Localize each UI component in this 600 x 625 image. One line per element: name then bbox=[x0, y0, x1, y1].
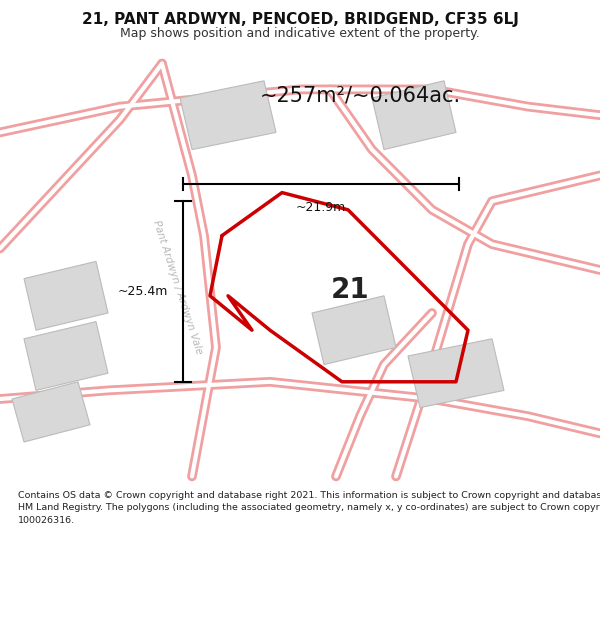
Text: Map shows position and indicative extent of the property.: Map shows position and indicative extent… bbox=[120, 27, 480, 39]
Text: 21, PANT ARDWYN, PENCOED, BRIDGEND, CF35 6LJ: 21, PANT ARDWYN, PENCOED, BRIDGEND, CF35… bbox=[82, 12, 518, 27]
Text: Contains OS data © Crown copyright and database right 2021. This information is : Contains OS data © Crown copyright and d… bbox=[18, 491, 600, 524]
Polygon shape bbox=[372, 81, 456, 149]
Text: Pant Ardwyn / Ardwyn Vale: Pant Ardwyn / Ardwyn Vale bbox=[151, 219, 203, 356]
Text: ~25.4m: ~25.4m bbox=[118, 285, 168, 298]
Polygon shape bbox=[408, 339, 504, 408]
Polygon shape bbox=[24, 261, 108, 330]
Polygon shape bbox=[180, 81, 276, 149]
Polygon shape bbox=[12, 382, 90, 442]
Text: ~21.9m: ~21.9m bbox=[296, 201, 346, 214]
Text: ~257m²/~0.064ac.: ~257m²/~0.064ac. bbox=[259, 85, 461, 105]
Polygon shape bbox=[312, 296, 396, 364]
Polygon shape bbox=[24, 322, 108, 391]
Text: 21: 21 bbox=[331, 276, 369, 304]
